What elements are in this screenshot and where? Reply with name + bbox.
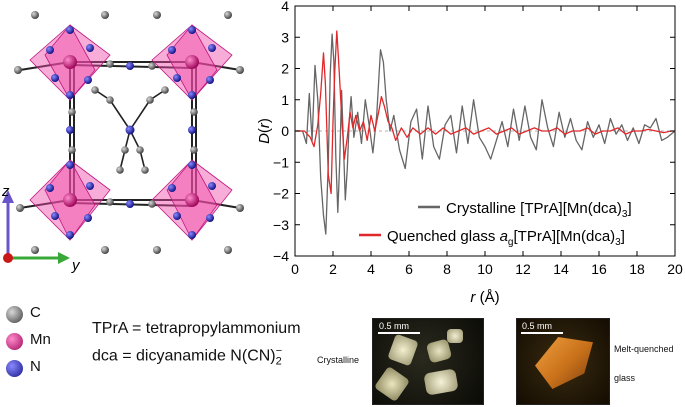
crystalline-photo: 0.5 mm	[372, 318, 484, 405]
carbon-label: C	[30, 304, 41, 321]
crystal-structure-diagram: z y	[1, 11, 244, 274]
y-tick-label: 0	[281, 123, 289, 139]
y-tick-label: 1	[281, 92, 289, 108]
y-tick-label: 3	[281, 29, 289, 45]
y-tick-label: −1	[273, 154, 289, 170]
dca-subscript: 2	[275, 355, 282, 368]
y-tick-label: 4	[281, 0, 289, 14]
x-tick-label: 10	[477, 261, 493, 277]
dca-superscript: −	[275, 345, 283, 357]
x-tick-label: 16	[591, 261, 607, 277]
dca-definition-text: dca = dicyanamide N(CN)	[92, 347, 276, 365]
nitrogen-label: N	[30, 358, 41, 375]
crystal-fragment	[387, 333, 419, 367]
y-tick-label: −2	[273, 186, 289, 202]
crystal-fragment	[447, 329, 463, 343]
crystalline-caption: Crystalline	[317, 355, 360, 365]
x-tick-label: 2	[329, 261, 337, 277]
chart-series	[295, 30, 676, 235]
manganese-label: Mn	[30, 331, 51, 348]
y-tick-label: −4	[273, 248, 289, 264]
y-tick-label: −3	[273, 217, 289, 233]
crystal-fragment	[373, 365, 411, 403]
x-tick-label: 4	[367, 261, 375, 277]
glass-photo: 0.5 mm	[516, 318, 610, 405]
crystalline-legend-label: Crystalline [TPrA][Mn(dca)3]	[446, 200, 632, 220]
x-tick-label: 14	[553, 261, 569, 277]
dca-definition: dca = dicyanamide N(CN)2−	[92, 340, 301, 373]
x-tick-label: 20	[667, 261, 683, 277]
x-tick-label: 8	[443, 261, 451, 277]
x-tick-label: 18	[629, 261, 645, 277]
x-axis-title: r (Å)	[470, 289, 499, 306]
y-tick-label: 2	[281, 61, 289, 77]
glass-series-line	[295, 30, 675, 195]
nitrogen-ball-icon	[6, 360, 23, 377]
manganese-ball-icon	[6, 333, 23, 350]
glass-caption-line2: glass	[614, 373, 636, 383]
y-axis-title: D(r)	[256, 118, 273, 144]
y-axis-label: y	[71, 257, 81, 274]
carbon-ball-icon	[6, 306, 23, 323]
z-axis-label: z	[1, 183, 10, 200]
crystal-fragment	[423, 368, 459, 396]
crystalline-scale-bar	[378, 332, 420, 334]
x-tick-label: 0	[291, 261, 299, 277]
axis-triad	[2, 190, 70, 264]
glass-legend-label: Quenched glass ag[TPrA][Mn(dca)3]	[387, 228, 625, 248]
chart-legend: Crystalline [TPrA][Mn(dca)3] Quenched gla…	[359, 200, 632, 248]
glass-scale-bar	[521, 332, 563, 334]
glass-scale-label: 0.5 mm	[522, 321, 553, 331]
atoms	[14, 11, 244, 254]
x-tick-label: 12	[515, 261, 531, 277]
tpra-definition: TPrA = tetrapropylammonium	[92, 320, 301, 337]
crystalline-series-line	[295, 33, 676, 235]
x-tick-label: 6	[405, 261, 413, 277]
glass-caption-line1: Melt-quenched	[614, 344, 674, 354]
glass-fragment	[535, 337, 593, 389]
abbreviation-definitions: TPrA = tetrapropylammonium dca = dicyana…	[92, 318, 301, 373]
crystalline-scale-label: 0.5 mm	[379, 321, 410, 331]
